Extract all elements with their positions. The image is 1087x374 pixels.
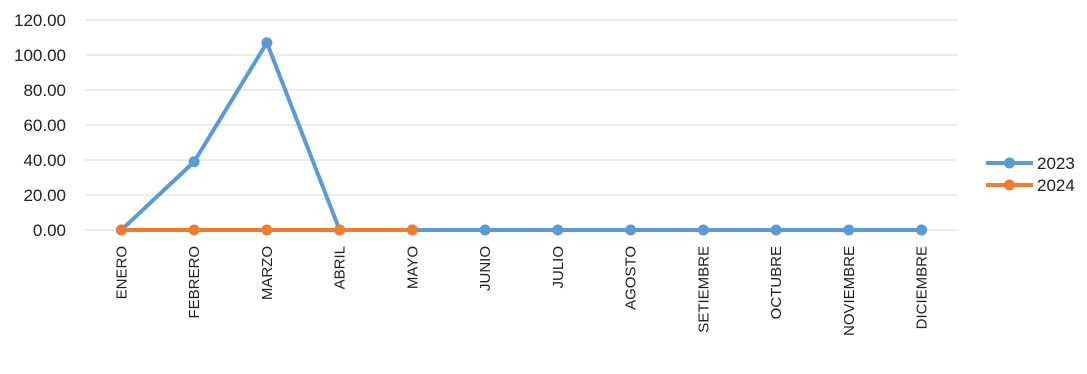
data-point <box>479 224 491 236</box>
data-point <box>406 224 418 236</box>
y-tick-label: 40.00 <box>23 151 66 170</box>
y-axis-tick-labels: 0.00 20.00 40.00 60.00 80.00 100.00 120.00 <box>14 11 66 240</box>
legend: 2023 2024 <box>986 154 1075 195</box>
x-tick-label: FEBRERO <box>186 246 203 319</box>
x-tick-label: ABRIL <box>332 246 349 289</box>
y-tick-label: 120.00 <box>14 11 66 30</box>
x-tick-label: JULIO <box>550 246 567 289</box>
legend-marker <box>1004 157 1015 169</box>
series-line-2023 <box>120 40 922 232</box>
data-point <box>261 224 273 236</box>
x-tick-label: OCTUBRE <box>768 246 785 319</box>
data-point <box>843 224 855 236</box>
gridlines <box>85 19 958 231</box>
data-point <box>697 224 709 236</box>
x-axis-tick-labels: ENERO FEBRERO MARZO ABRIL MAYO JUNIO JULIO AGOS… <box>113 246 930 336</box>
legend-marker <box>1004 179 1015 191</box>
x-tick-label: AGOSTO <box>623 246 640 310</box>
x-tick-label: DICIEMBRE <box>914 246 931 329</box>
y-tick-label: 20.00 <box>23 186 66 205</box>
data-point <box>916 224 928 236</box>
data-point <box>552 224 564 236</box>
data-point <box>188 156 200 168</box>
y-tick-label: 0.00 <box>33 221 66 240</box>
series-2023 <box>115 37 928 236</box>
legend-item-2023: 2023 <box>986 154 1075 173</box>
y-tick-label: 60.00 <box>23 116 66 135</box>
series-2024 <box>115 224 418 236</box>
x-tick-label: JUNIO <box>477 246 494 291</box>
series-lines <box>115 37 928 236</box>
data-point <box>115 224 127 236</box>
y-tick-label: 100.00 <box>14 46 66 65</box>
data-point <box>625 224 637 236</box>
x-tick-label: SETIEMBRE <box>695 246 712 333</box>
data-point <box>770 224 782 236</box>
data-point <box>334 224 346 236</box>
legend-item-2024: 2024 <box>986 176 1075 195</box>
x-tick-label: MAYO <box>404 246 421 289</box>
x-tick-label: NOVIEMBRE <box>841 246 858 336</box>
x-tick-label: ENERO <box>113 246 130 299</box>
x-tick-label: MARZO <box>259 246 276 300</box>
legend-label: 2024 <box>1037 176 1075 195</box>
y-tick-label: 80.00 <box>23 81 66 100</box>
data-point <box>261 37 273 49</box>
data-point <box>188 224 200 236</box>
legend-label: 2023 <box>1037 154 1075 173</box>
